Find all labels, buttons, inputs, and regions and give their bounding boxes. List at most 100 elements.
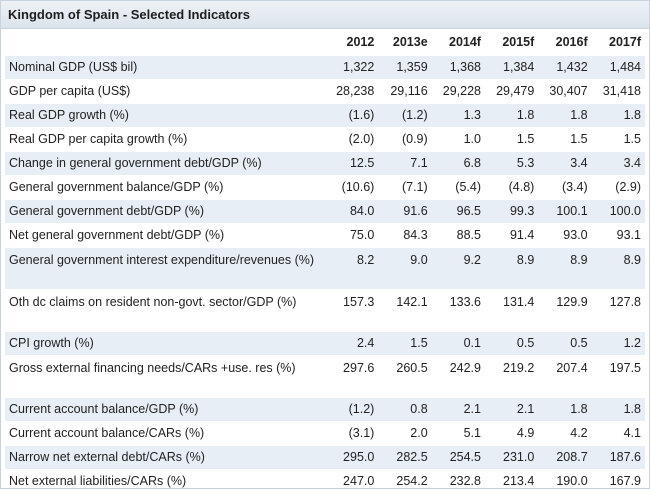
value-cell: 29,228 [432,80,485,104]
value-cell: 247.0 [325,470,378,493]
value-cell: 1.2 [592,332,645,356]
value-cell: 8.9 [538,248,591,290]
value-cell: 91.4 [485,224,538,248]
value-cell: 213.4 [485,470,538,493]
value-cell: 96.5 [432,200,485,224]
value-cell: (1.6) [325,104,378,128]
value-cell: 99.3 [485,200,538,224]
value-cell: 219.2 [485,356,538,398]
value-cell: 282.5 [378,446,431,470]
column-header: 2013e [378,29,431,56]
column-header: 2012 [325,29,378,56]
value-cell: 1.5 [485,128,538,152]
value-cell: 133.6 [432,290,485,332]
value-cell: 28,238 [325,80,378,104]
row-label: Narrow net external debt/CARs (%) [5,446,325,470]
value-cell: 0.5 [485,332,538,356]
value-cell: 1.5 [592,128,645,152]
header-label-cell [5,29,325,56]
table-row: General government interest expenditure/… [5,248,645,290]
value-cell: 1.8 [538,398,591,422]
value-cell: 260.5 [378,356,431,398]
value-cell: 197.5 [592,356,645,398]
row-label: Oth dc claims on resident non-govt. sect… [5,290,325,332]
value-cell: (10.6) [325,176,378,200]
table-row: Gross external financing needs/CARs +use… [5,356,645,398]
value-cell: 84.3 [378,224,431,248]
value-cell: 1,384 [485,56,538,80]
value-cell: 7.1 [378,152,431,176]
value-cell: 167.9 [592,470,645,493]
panel-title: Kingdom of Spain - Selected Indicators [1,1,649,29]
value-cell: 131.4 [485,290,538,332]
table-row: General government balance/GDP (%)(10.6)… [5,176,645,200]
value-cell: 0.5 [538,332,591,356]
value-cell: 9.2 [432,248,485,290]
value-cell: 100.1 [538,200,591,224]
value-cell: 2.4 [325,332,378,356]
value-cell: 231.0 [485,446,538,470]
value-cell: 1,432 [538,56,591,80]
value-cell: 1.8 [592,398,645,422]
value-cell: (5.4) [432,176,485,200]
table-row: Real GDP per capita growth (%)(2.0)(0.9)… [5,128,645,152]
value-cell: 187.6 [592,446,645,470]
value-cell: 157.3 [325,290,378,332]
row-label: Nominal GDP (US$ bil) [5,56,325,80]
value-cell: 12.5 [325,152,378,176]
value-cell: 91.6 [378,200,431,224]
value-cell: 207.4 [538,356,591,398]
value-cell: 129.9 [538,290,591,332]
value-cell: 2.1 [485,398,538,422]
value-cell: 4.1 [592,422,645,446]
value-cell: 75.0 [325,224,378,248]
value-cell: 1.3 [432,104,485,128]
value-cell: 93.0 [538,224,591,248]
row-label: Net external liabilities/CARs (%) [5,470,325,493]
value-cell: 9.0 [378,248,431,290]
value-cell: 5.1 [432,422,485,446]
value-cell: (2.0) [325,128,378,152]
value-cell: 0.1 [432,332,485,356]
row-label: CPI growth (%) [5,332,325,356]
value-cell: (1.2) [325,398,378,422]
column-header: 2015f [485,29,538,56]
value-cell: 1.8 [592,104,645,128]
row-label: Current account balance/GDP (%) [5,398,325,422]
value-cell: 8.9 [485,248,538,290]
value-cell: 190.0 [538,470,591,493]
row-label: GDP per capita (US$) [5,80,325,104]
row-label: Real GDP per capita growth (%) [5,128,325,152]
value-cell: 1.8 [538,104,591,128]
value-cell: 1,322 [325,56,378,80]
value-cell: 142.1 [378,290,431,332]
value-cell: 297.6 [325,356,378,398]
row-label: Gross external financing needs/CARs +use… [5,356,325,398]
value-cell: 254.5 [432,446,485,470]
value-cell: 93.1 [592,224,645,248]
value-cell: 29,479 [485,80,538,104]
value-cell: (3.1) [325,422,378,446]
table-row: Oth dc claims on resident non-govt. sect… [5,290,645,332]
value-cell: 242.9 [432,356,485,398]
value-cell: 1.5 [538,128,591,152]
value-cell: (2.9) [592,176,645,200]
value-cell: (3.4) [538,176,591,200]
row-label: Change in general government debt/GDP (%… [5,152,325,176]
value-cell: 232.8 [432,470,485,493]
value-cell: 1,484 [592,56,645,80]
value-cell: (4.8) [485,176,538,200]
row-label: Net general government debt/GDP (%) [5,224,325,248]
value-cell: 5.3 [485,152,538,176]
value-cell: 127.8 [592,290,645,332]
value-cell: 8.9 [592,248,645,290]
value-cell: (0.9) [378,128,431,152]
column-header: 2017f [592,29,645,56]
header-row: 2012 2013e 2014f 2015f 2016f 2017f [5,29,645,56]
